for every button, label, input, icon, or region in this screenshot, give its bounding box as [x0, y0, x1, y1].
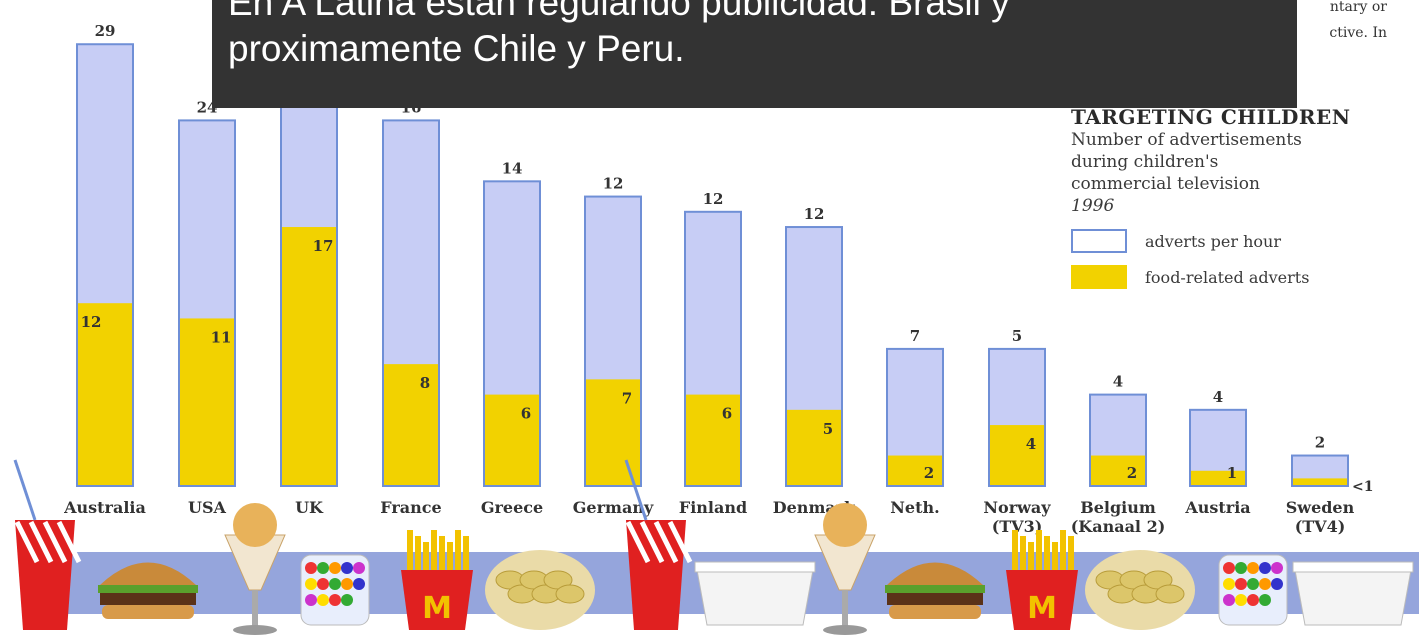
- total-label: 4: [1113, 373, 1123, 391]
- food-label: 12: [81, 313, 102, 331]
- category-label: Sweden: [1286, 498, 1355, 517]
- chips-bowl-icon: [1085, 550, 1195, 630]
- svg-text:M: M: [1027, 591, 1057, 626]
- food-label: 5: [823, 420, 833, 438]
- category-label: Austria: [1184, 498, 1250, 517]
- food-label: 2: [924, 464, 934, 482]
- candy-jar-icon: [1218, 554, 1288, 626]
- burger-icon: [98, 562, 198, 619]
- legend-item-total: adverts per hour: [1071, 229, 1416, 253]
- bar-outline: [1089, 393, 1147, 488]
- yogurt-tub-icon: [694, 561, 816, 626]
- bar-food: [1190, 470, 1246, 486]
- candy-jar-icon: [300, 554, 370, 626]
- fries-icon: M: [401, 530, 473, 630]
- bar-outline: [1189, 408, 1247, 488]
- sundae-icon: [814, 503, 876, 635]
- bar-food: [887, 455, 943, 486]
- bar-food: [1090, 455, 1146, 486]
- category-label: UK: [295, 498, 324, 517]
- bar-food: [484, 394, 540, 486]
- bar-outline: [684, 210, 742, 488]
- bar-outline: [886, 347, 944, 487]
- chart-legend: TARGETING CHILDREN Number of advertiseme…: [1071, 105, 1416, 289]
- food-label: <1: [1352, 479, 1373, 495]
- total-label: 4: [1213, 388, 1223, 406]
- food-label: 6: [722, 405, 732, 423]
- total-label: 14: [502, 159, 523, 177]
- category-label: Greece: [481, 498, 543, 517]
- category-label: Finland: [679, 498, 747, 517]
- category-label: (TV3): [992, 517, 1043, 536]
- chips-bowl-icon: [485, 550, 595, 630]
- food-label: 8: [420, 374, 430, 392]
- food-label: 17: [313, 237, 334, 255]
- bar-food: [989, 425, 1045, 486]
- bar-food: [786, 409, 842, 486]
- category-label: Norway: [983, 498, 1051, 517]
- total-label: 12: [603, 175, 624, 193]
- total-label: 7: [910, 327, 920, 345]
- legend-subtitle-3: commercial television: [1071, 174, 1260, 194]
- total-label: 5: [1012, 327, 1022, 345]
- bar-food: [1292, 478, 1348, 486]
- legend-subtitle-2: during children's: [1071, 152, 1219, 172]
- bar-outline: [1291, 454, 1349, 487]
- legend-label-food: food-related adverts: [1145, 267, 1310, 287]
- bar-outline: [178, 119, 236, 488]
- bar-outline: [785, 226, 843, 488]
- legend-swatch-total: [1071, 229, 1127, 253]
- category-label: Australia: [63, 498, 146, 517]
- side-text-fragment: ntary or ctive. In: [1300, 0, 1419, 52]
- bar-food: [77, 303, 133, 486]
- category-label: (Kanaal 2): [1071, 517, 1166, 536]
- bar-outline: [988, 347, 1046, 487]
- category-label: Germany: [573, 498, 654, 517]
- food-label: 2: [1127, 464, 1137, 482]
- sundae-icon: [224, 503, 286, 635]
- soda-cup-icon: [13, 459, 82, 630]
- caption-line-1: En A Latina están regulando publicidad: …: [228, 0, 1010, 23]
- legend-subtitle-1: Number of advertisements: [1071, 130, 1302, 150]
- food-label: 4: [1026, 435, 1036, 453]
- category-label: France: [380, 498, 441, 517]
- food-label: 6: [521, 405, 531, 423]
- side-text-line-2: ctive. In: [1329, 25, 1387, 41]
- food-label: 1: [1227, 464, 1237, 482]
- caption-overlay: En A Latina están regulando publicidad: …: [212, 0, 1297, 108]
- category-label: Belgium: [1080, 498, 1156, 517]
- bar-outline: [382, 119, 440, 488]
- yogurt-tub-icon: [1292, 561, 1414, 626]
- bar-outline: [483, 180, 541, 487]
- bar-food: [585, 379, 641, 486]
- side-text-line-1: ntary or: [1329, 0, 1387, 15]
- soda-cup-icon: [624, 459, 693, 630]
- bar-food: [383, 364, 439, 486]
- svg-text:M: M: [422, 591, 452, 626]
- legend-label-total: adverts per hour: [1145, 231, 1281, 251]
- total-label: 2: [1315, 434, 1325, 452]
- bar-outline: [76, 43, 134, 487]
- caption-line-2: proximamente Chile y Peru.: [228, 28, 685, 69]
- total-label: 12: [703, 190, 724, 208]
- food-label: 11: [211, 328, 232, 346]
- legend-title: TARGETING CHILDREN: [1071, 105, 1351, 129]
- bar-food: [685, 394, 741, 486]
- legend-year: 1996: [1071, 196, 1115, 216]
- bar-outline: [584, 195, 642, 487]
- total-label: 29: [95, 22, 116, 40]
- fries-icon: M: [1006, 530, 1078, 630]
- legend-swatch-food: [1071, 265, 1127, 289]
- total-label: 12: [804, 205, 825, 223]
- category-label: USA: [188, 498, 227, 517]
- category-label: (TV4): [1295, 517, 1346, 536]
- food-label: 7: [622, 389, 632, 407]
- bar-food: [179, 318, 235, 486]
- legend-item-food: food-related adverts: [1071, 265, 1416, 289]
- burger-icon: [885, 562, 985, 619]
- bar-food: [281, 227, 337, 487]
- category-label: Neth.: [890, 498, 939, 517]
